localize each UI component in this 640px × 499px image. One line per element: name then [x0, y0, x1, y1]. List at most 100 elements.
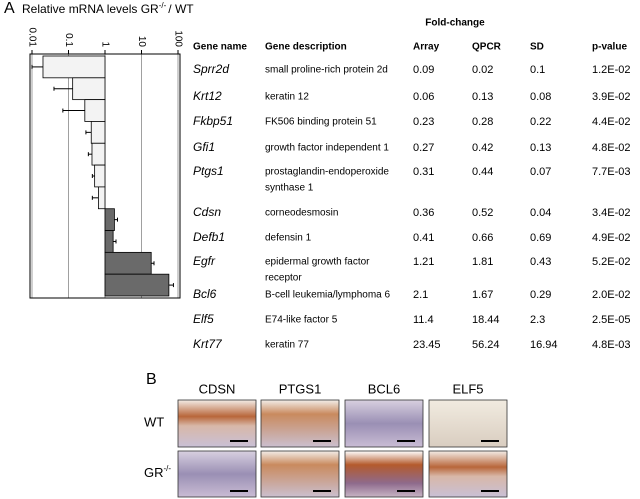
cell: 23.45: [413, 339, 441, 351]
title-text: Relative mRNA levels GR: [22, 2, 159, 16]
cell: 1.2E-02: [592, 64, 631, 76]
x-tick-label: 1: [99, 41, 110, 47]
column-header: QPCR: [472, 42, 502, 53]
cell: 56.24: [472, 339, 500, 351]
cell: 0.02: [472, 64, 493, 76]
column-header: Gene name: [193, 42, 247, 53]
column-header: Gene description: [265, 42, 347, 53]
column-header: Array: [413, 42, 440, 53]
cell: 0.31: [413, 166, 434, 178]
cell: 4.8E-02: [592, 142, 631, 154]
gene-description: prostaglandin-endoperoxide: [265, 167, 389, 178]
cell: 0.44: [472, 166, 493, 178]
gene-description: FK506 binding protein 51: [265, 117, 377, 128]
cell: 3.4E-02: [592, 207, 631, 219]
micrograph: [428, 399, 508, 448]
gene-name: Sprr2d: [193, 62, 229, 76]
bar: [84, 99, 106, 122]
cell: 16.94: [530, 339, 558, 351]
column-label: PTGS1: [279, 381, 322, 396]
x-tick-label: 100: [172, 30, 183, 47]
cell: 0.1: [530, 64, 545, 76]
bar: [104, 208, 115, 231]
cell: 0.06: [413, 91, 434, 103]
bar: [104, 251, 152, 275]
gene-description: epidermal growth factor: [265, 257, 370, 268]
cell: 1.21: [413, 256, 434, 268]
gene-description: keratin 12: [265, 92, 309, 103]
gene-description: E74-like factor 5: [265, 315, 338, 326]
title-end: / WT: [168, 2, 194, 16]
cell: 11.4: [413, 314, 434, 326]
x-tick-label: 0.1: [63, 33, 74, 47]
cell: 1.81: [472, 256, 493, 268]
gene-description: B-cell leukemia/lymphoma 6: [265, 290, 390, 301]
cell: 0.41: [413, 232, 434, 244]
row-label-text: GR: [144, 465, 164, 480]
cell: 0.08: [530, 91, 551, 103]
column-label: ELF5: [452, 381, 483, 396]
cell: 3.9E-02: [592, 91, 631, 103]
cell: 0.69: [530, 232, 551, 244]
bar: [72, 77, 106, 101]
cell: 0.04: [530, 207, 551, 219]
bar: [91, 142, 106, 166]
cell: 5.2E-02: [592, 256, 631, 268]
gene-name: Egfr: [193, 254, 216, 268]
chart-title: Relative mRNA levels GR-/- / WT: [22, 1, 194, 16]
cell: 0.36: [413, 207, 434, 219]
panel-b: B WT GR-/- CDSN PTGS1 BCL6 ELF5: [144, 371, 508, 498]
cell: 4.4E-02: [592, 116, 631, 128]
bar: [104, 273, 170, 297]
micrograph: [428, 450, 508, 498]
cell: 0.22: [530, 116, 551, 128]
group-header: Fold-change: [425, 18, 485, 29]
micrograph: [177, 399, 257, 448]
cell: 0.07: [530, 166, 551, 178]
cell: 0.09: [413, 64, 434, 76]
bar: [90, 121, 106, 144]
gene-description: receptor: [265, 273, 302, 284]
micrograph: [177, 450, 257, 498]
cell: 2.1: [413, 289, 428, 301]
cell: 1.67: [472, 289, 493, 301]
title-sup: -/-: [159, 1, 167, 10]
cell: 4.9E-02: [592, 232, 631, 244]
bar: [94, 164, 106, 188]
gene-description: growth factor independent 1: [265, 143, 389, 154]
micrograph: [260, 450, 340, 498]
cell: 0.23: [413, 116, 434, 128]
column-label: CDSN: [199, 381, 236, 396]
cell: 0.42: [472, 142, 493, 154]
cell: 0.28: [472, 116, 493, 128]
plot-frame: [29, 53, 181, 299]
cell: 0.29: [530, 289, 551, 301]
bar: [104, 230, 114, 253]
cell: 0.66: [472, 232, 493, 244]
cell: 4.8E-03: [592, 339, 631, 351]
cell: 0.52: [472, 207, 493, 219]
cell: 2.3: [530, 314, 545, 326]
micrograph: [344, 399, 424, 448]
gene-name: Ptgs1: [193, 164, 224, 178]
row-label: GR-/-: [144, 464, 171, 480]
gene-name: Elf5: [193, 312, 214, 326]
gene-description: corneodesmosin: [265, 208, 338, 219]
panel-label: B: [146, 371, 157, 388]
panel-label: A: [4, 0, 15, 17]
gene-name: Fkbp51: [193, 114, 233, 128]
cell: 0.13: [472, 91, 493, 103]
row-label-sup: -/-: [164, 464, 172, 473]
x-tick-label: 0.01: [26, 28, 37, 48]
column-header: p-value: [592, 42, 627, 53]
x-tick-label: 10: [136, 36, 147, 48]
gene-description: defensin 1: [265, 233, 312, 244]
bar: [42, 55, 106, 79]
row-label: WT: [144, 414, 164, 429]
cell: 2.0E-02: [592, 289, 631, 301]
cell: 0.27: [413, 142, 434, 154]
cell: 0.43: [530, 256, 551, 268]
gene-description: small proline-rich protein 2d: [265, 65, 388, 76]
column-label: BCL6: [368, 381, 401, 396]
